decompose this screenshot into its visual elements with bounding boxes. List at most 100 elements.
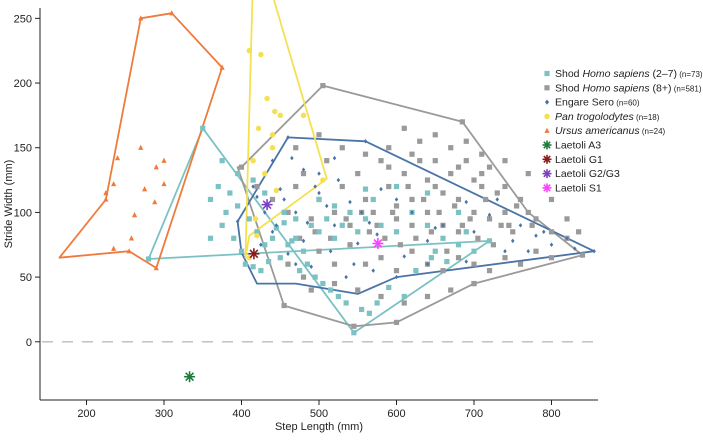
- point-shod_adult: [347, 242, 353, 248]
- hull-ursus: [58, 12, 224, 269]
- point-engare: [313, 184, 317, 189]
- point-shod_juv: [393, 229, 400, 235]
- point-shod_adult: [293, 145, 299, 151]
- point-ursus: [138, 15, 144, 21]
- legend-label-engare: Engare Sero (n=60): [555, 97, 640, 109]
- point-shod_adult: [479, 170, 485, 177]
- point-shod_adult: [463, 138, 469, 144]
- point-engare: [286, 135, 290, 140]
- point-shod_juv: [250, 177, 256, 183]
- point-ursus: [161, 157, 167, 163]
- point-shod_adult: [312, 229, 318, 235]
- point-shod_adult: [471, 209, 477, 216]
- point-shod_juv: [455, 209, 462, 216]
- point-shod_juv: [362, 216, 369, 222]
- point-engare: [425, 261, 430, 267]
- point-shod_adult: [428, 229, 434, 235]
- point-engare: [352, 261, 356, 267]
- point-pan: [277, 112, 283, 119]
- point-shod_juv: [254, 229, 260, 235]
- point-shod_adult: [514, 203, 520, 209]
- legend-count: (n=24): [640, 127, 666, 136]
- point-engare: [328, 249, 333, 254]
- point-shod_juv: [238, 248, 245, 254]
- point-shod_adult: [452, 203, 458, 209]
- legend-item-a3: Laetoli A3: [542, 140, 601, 152]
- x-tick-label: 400: [232, 408, 250, 420]
- point-shod_adult: [393, 319, 400, 325]
- legend-species: Homo sapiens: [582, 68, 650, 80]
- point-engare: [518, 223, 523, 228]
- point-shod_juv: [316, 229, 322, 235]
- point-engare: [293, 261, 298, 267]
- x-tick-label: 500: [310, 408, 328, 420]
- point-shod_adult: [397, 242, 403, 248]
- point-shod_juv: [316, 196, 322, 203]
- point-shod_adult: [386, 145, 392, 151]
- legend-marker-a3: [542, 140, 552, 150]
- point-engare: [359, 210, 364, 215]
- legend-marker-pan: [544, 113, 550, 120]
- points-layer: [103, 10, 596, 336]
- y-tick-label: 0: [26, 337, 32, 349]
- point-shod_juv: [331, 203, 338, 209]
- point-shod_adult: [467, 216, 473, 222]
- point-shod_adult: [579, 252, 586, 258]
- point-shod_juv: [347, 209, 353, 216]
- point-shod_juv: [471, 248, 477, 254]
- point-shod_adult: [293, 183, 299, 190]
- point-engare: [572, 246, 577, 251]
- point-shod_adult: [455, 196, 462, 203]
- legend-name: Engare Sero: [555, 97, 614, 109]
- point-engare: [541, 229, 546, 235]
- legend-name: Shod: [555, 82, 582, 94]
- point-shod_juv: [386, 284, 392, 291]
- legend-marker-shod_adult: [544, 85, 550, 91]
- point-shod_juv: [463, 229, 469, 235]
- legend-label-pan: Pan trogolodytes (n=18): [555, 111, 660, 123]
- point-engare: [379, 186, 383, 192]
- point-shod_juv: [424, 190, 431, 196]
- point-laetoli-g1: [248, 248, 260, 260]
- point-shod_adult: [471, 177, 477, 183]
- legend-label-g2g3: Laetoli G2/G3: [555, 168, 620, 180]
- point-shod_adult: [285, 261, 291, 267]
- point-shod_juv: [424, 222, 431, 228]
- point-shod_juv: [455, 242, 462, 248]
- point-shod_juv: [200, 125, 206, 131]
- point-shod_juv: [331, 235, 338, 241]
- point-shod_adult: [548, 229, 555, 235]
- point-pan: [258, 51, 264, 58]
- point-shod_juv: [413, 268, 419, 274]
- point-shod_juv: [351, 330, 357, 336]
- point-laetoli-s1: [372, 237, 384, 249]
- legend-name: Laetoli G1: [555, 154, 603, 166]
- point-pan: [272, 108, 278, 115]
- point-shod_juv: [370, 196, 376, 203]
- point-shod_juv: [366, 310, 372, 316]
- point-shod_adult: [355, 287, 361, 293]
- legend-count: (n=60): [614, 99, 640, 108]
- point-pan: [246, 47, 252, 54]
- y-tick-label: 100: [14, 207, 32, 219]
- point-shod_adult: [486, 216, 493, 222]
- point-engare: [301, 167, 306, 172]
- point-engare: [549, 242, 554, 247]
- point-shod_juv: [258, 268, 264, 274]
- legend-age: (2–7): [650, 68, 677, 80]
- point-shod_adult: [390, 209, 396, 216]
- point-shod_juv: [359, 306, 365, 313]
- point-shod_juv: [235, 170, 241, 177]
- point-shod_juv: [281, 220, 287, 226]
- point-shod_adult: [564, 216, 570, 222]
- point-pan: [320, 177, 326, 183]
- point-shod_juv: [223, 209, 229, 216]
- point-engare: [274, 223, 279, 228]
- legend-item-shod_adult: Shod Homo sapiens (8+) (n=581): [544, 82, 702, 94]
- point-shod_adult: [463, 158, 469, 164]
- point-shod_adult: [300, 274, 307, 280]
- point-shod_adult: [417, 138, 423, 144]
- point-engare: [278, 186, 283, 192]
- legend-name: Laetoli G2/G3: [555, 168, 620, 180]
